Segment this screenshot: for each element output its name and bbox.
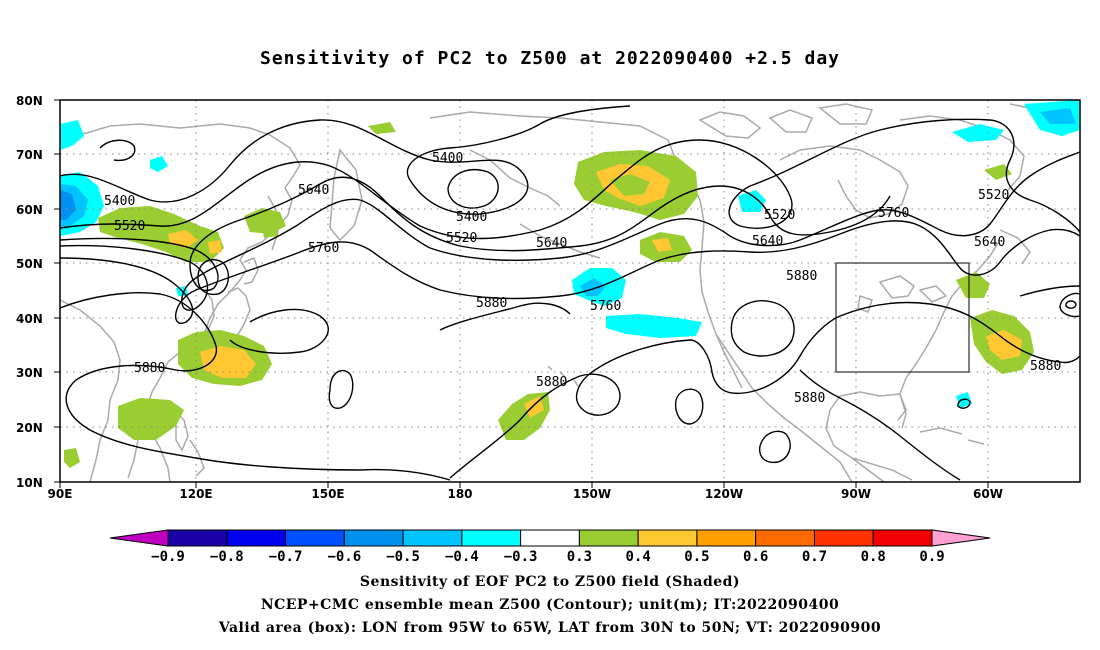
- latitude-labels: 80N 70N 60N 50N 40N 30N 20N 10N: [16, 94, 43, 490]
- colorbar-segment: [402, 529, 463, 547]
- colorbar-tick-label: −0.4: [445, 549, 479, 565]
- colorbar-segment: [285, 529, 345, 547]
- colorbar-tick-label: −0.9: [151, 549, 185, 565]
- colorbar-labels: −0.9 −0.8 −0.7 −0.6 −0.5 −0.4 −0.3 0.3 0.4 0.5 0.6…: [151, 549, 945, 565]
- colorbar-tick-label: −0.6: [327, 549, 361, 565]
- lon-label: 120E: [179, 487, 212, 501]
- caption-valid-area: Valid area (box): LON from 95W to 65W, L…: [218, 620, 882, 636]
- lat-label: 30N: [16, 366, 43, 380]
- colorbar-tick-label: −0.5: [386, 549, 420, 565]
- colorbar-tick-label: 0.9: [919, 549, 944, 565]
- z500-contours: [60, 105, 1080, 481]
- contour-label: 5880: [536, 375, 567, 390]
- lat-label: 60N: [16, 203, 43, 217]
- colorbar-segment: [226, 529, 287, 547]
- colorbar-segment: [578, 529, 639, 547]
- contour-label: 5400: [104, 194, 135, 209]
- contour-label: 5880: [476, 296, 507, 311]
- contour-label: 5520: [978, 188, 1009, 203]
- contour-label: 5640: [536, 236, 567, 251]
- contour-label: 5400: [432, 151, 463, 166]
- lon-label: 150E: [311, 487, 344, 501]
- contour-labels: 5400 5400 5400 5520 5520 5520 5520 5640 …: [104, 151, 1061, 406]
- colorbar-segment: [696, 529, 757, 547]
- contour-label: 5520: [114, 219, 145, 234]
- contour-label: 5880: [794, 391, 825, 406]
- colorbar-segment: [109, 529, 169, 547]
- lat-label: 70N: [16, 148, 43, 162]
- colorbar-tick-label: 0.8: [861, 549, 886, 565]
- colorbar-tick-label: 0.4: [626, 549, 651, 565]
- colorbar-segment: [813, 529, 874, 547]
- colorbar-segment: [461, 529, 522, 547]
- colorbar: [109, 529, 991, 547]
- contour-label: 5880: [134, 361, 165, 376]
- contour-label: 5760: [308, 241, 339, 256]
- coastlines: [60, 103, 1080, 482]
- contour-label: 5400: [456, 210, 487, 225]
- contour-label: 5520: [764, 208, 795, 223]
- contour-label: 5640: [298, 183, 329, 198]
- colorbar-segment: [520, 529, 580, 547]
- contour-label: 5640: [974, 235, 1005, 250]
- lat-label: 80N: [16, 94, 43, 108]
- lat-label: 20N: [16, 421, 43, 435]
- colorbar-segment: [343, 529, 404, 547]
- contour-label: 5760: [878, 206, 909, 221]
- lon-label: 180: [447, 487, 472, 501]
- caption-shading: Sensitivity of EOF PC2 to Z500 field (Sh…: [359, 574, 741, 590]
- colorbar-segment: [755, 529, 815, 547]
- lon-label: 90W: [841, 487, 871, 501]
- colorbar-segment: [167, 529, 228, 547]
- colorbar-segment: [872, 529, 933, 547]
- lat-label: 50N: [16, 257, 43, 271]
- map-frame: [59, 99, 1081, 483]
- contour-label: 5520: [446, 231, 477, 246]
- valid-area-box: [835, 262, 970, 373]
- colorbar-tick-label: −0.8: [210, 549, 244, 565]
- map-title: Sensitivity of PC2 to Z500 at 2022090400…: [259, 48, 840, 69]
- contour-label: 5640: [752, 234, 783, 249]
- lon-label: 60W: [973, 487, 1003, 501]
- lat-label: 10N: [16, 476, 43, 490]
- lat-label: 40N: [16, 312, 43, 326]
- colorbar-segment: [637, 529, 698, 547]
- axis-ticks: [54, 99, 989, 488]
- colorbar-tick-label: 0.7: [802, 549, 827, 565]
- contour-label: 5880: [1030, 359, 1061, 374]
- contour-label: 5880: [786, 269, 817, 284]
- contour-label: 5760: [590, 299, 621, 314]
- caption-contour: NCEP+CMC ensemble mean Z500 (Contour); u…: [260, 597, 840, 613]
- colorbar-tick-label: 0.6: [743, 549, 768, 565]
- lon-label: 120W: [705, 487, 743, 501]
- lon-label: 150W: [573, 487, 611, 501]
- lon-label: 90E: [48, 487, 73, 501]
- colorbar-tick-label: −0.7: [269, 549, 303, 565]
- longitude-labels: 90E 120E 150E 180 150W 120W 90W 60W: [48, 487, 1003, 501]
- colorbar-tick-label: 0.3: [567, 549, 592, 565]
- colorbar-tick-label: 0.5: [684, 549, 709, 565]
- colorbar-tick-label: −0.3: [504, 549, 538, 565]
- grid-lines: [60, 100, 1080, 482]
- colorbar-segment: [931, 529, 991, 547]
